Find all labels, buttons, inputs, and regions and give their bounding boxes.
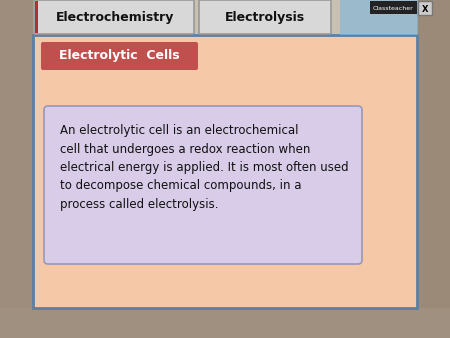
Text: Electrolysis: Electrolysis: [225, 10, 305, 24]
Bar: [0, 0, 33, 338]
FancyBboxPatch shape: [199, 0, 331, 34]
Bar: [417, 0, 450, 338]
Bar: [35, 1, 38, 33]
Text: Electrochemistry: Electrochemistry: [56, 10, 174, 24]
Bar: [418, 1, 432, 15]
Bar: [0, 308, 450, 338]
Text: Classteacher: Classteacher: [373, 5, 414, 10]
Bar: [370, 1, 417, 14]
Bar: [33, 0, 417, 35]
Text: An electrolytic cell is an electrochemical
cell that undergoes a redox reaction : An electrolytic cell is an electrochemic…: [60, 124, 349, 211]
FancyBboxPatch shape: [41, 42, 198, 70]
Text: Electrolytic  Cells: Electrolytic Cells: [58, 49, 179, 63]
Bar: [33, 35, 417, 308]
FancyBboxPatch shape: [34, 0, 194, 34]
FancyBboxPatch shape: [44, 106, 362, 264]
Bar: [340, 0, 418, 35]
Text: X: X: [422, 4, 428, 14]
Bar: [0, 0, 33, 338]
